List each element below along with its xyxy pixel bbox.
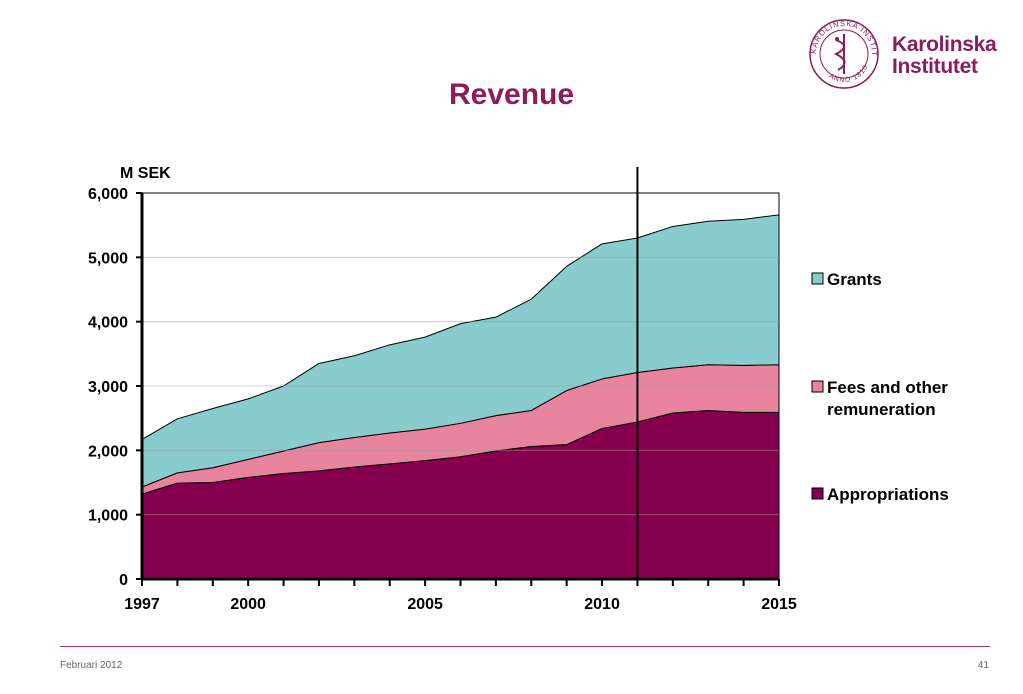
y-tick-label: 0 [119,572,128,589]
y-tick-label: 2,000 [88,443,128,460]
legend-label-appropriations: Appropriations [827,485,949,504]
y-unit-label: M SEK [120,165,171,182]
logo-wordmark-line1: Karolinska [892,33,997,56]
legend-swatch-grants [811,272,824,285]
x-tick-label: 1997 [124,596,160,613]
legend-swatch-fees-and-other-remuneration [811,380,824,393]
x-tick-label: 2015 [761,596,797,613]
y-tick-label: 6,000 [88,186,128,203]
y-tick-label: 3,000 [88,379,128,396]
x-tick-label: 2000 [230,596,266,613]
karolinska-seal-logo: KAROLINSKA INSTITUTET ANNO 1810 [800,16,879,89]
y-tick-label: 1,000 [88,508,128,525]
legend-label-fees-and-other-remuneration: Fees and other remuneration [827,378,948,419]
y-tick-label: 5,000 [88,250,128,267]
x-tick-label: 2010 [584,596,620,613]
x-tick-label: 2005 [407,596,443,613]
legend-label-grants: Grants [827,270,882,289]
page-number: 41 [977,660,989,671]
y-tick-label: 4,000 [88,315,128,332]
legend-swatch-appropriations [811,487,824,500]
slide-title: Revenue [448,78,575,111]
logo-wordmark-line2: Institutet [892,55,978,78]
footer-divider [60,646,990,647]
footer-date: Februari 2012 [60,660,123,671]
area-grants [141,214,780,488]
